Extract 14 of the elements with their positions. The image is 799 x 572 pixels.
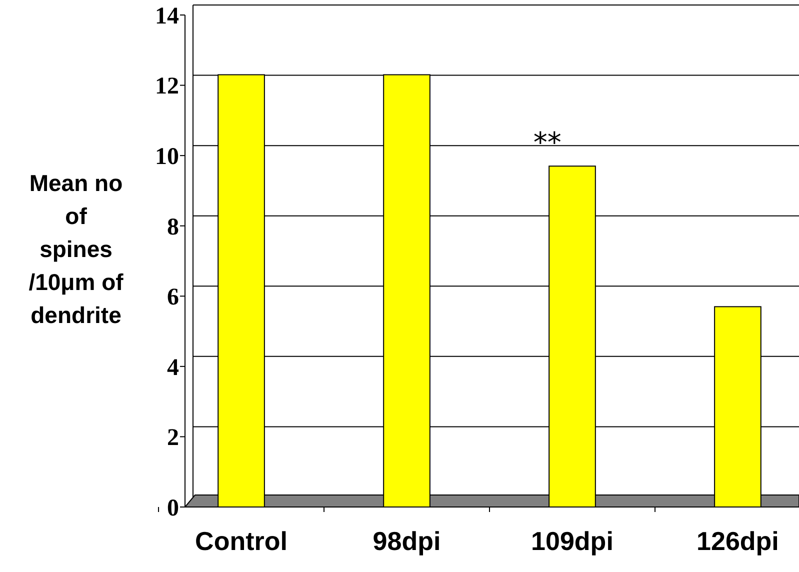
x-tick-label: 109dpi — [531, 526, 614, 556]
x-tick-label: 98dpi — [372, 526, 441, 556]
y-tick-label: 0 — [167, 495, 179, 522]
y-tick-label: 14 — [155, 3, 179, 30]
y-tick-label: 4 — [167, 354, 179, 381]
y-axis-title: Mean no of spines /10μm of dendrite — [28, 170, 124, 328]
y-tick-label: 6 — [167, 284, 179, 311]
x-tick-label: Control — [195, 526, 288, 556]
annotation: ** — [533, 126, 562, 159]
x-tick-label: 126dpi — [696, 526, 779, 556]
y-tick-label: 2 — [167, 425, 179, 452]
y-tick-label: 12 — [155, 74, 179, 100]
y-tick-label: 10 — [155, 144, 179, 170]
y-tick-label: 8 — [167, 214, 179, 240]
